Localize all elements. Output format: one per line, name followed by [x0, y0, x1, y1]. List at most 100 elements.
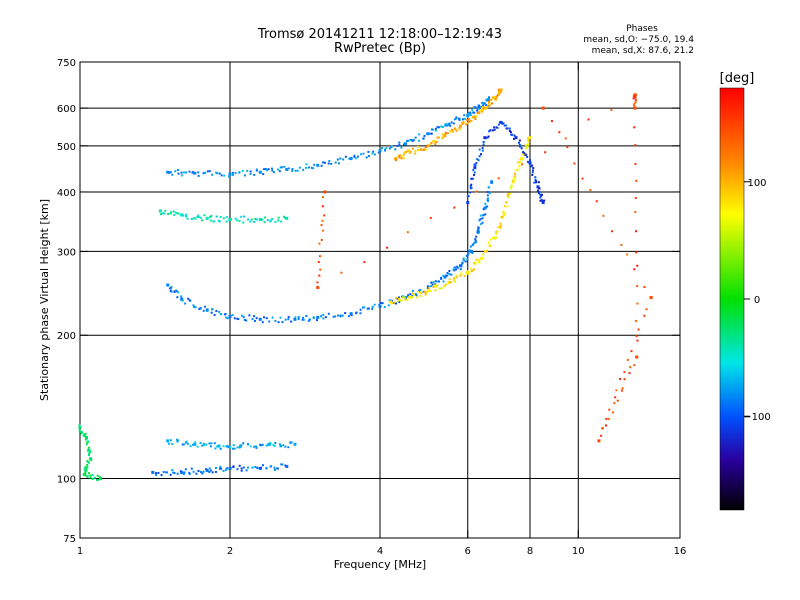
echo-point: [519, 145, 522, 148]
echo-point: [461, 118, 464, 121]
echo-point: [321, 196, 324, 199]
echo-point: [444, 124, 447, 127]
echo-point: [469, 184, 472, 187]
echo-point: [184, 468, 187, 471]
echo-point: [479, 218, 482, 221]
echo-point: [307, 320, 310, 323]
echo-point: [388, 299, 391, 302]
echo-point: [82, 434, 85, 437]
echo-point: [276, 467, 279, 470]
echo-point: [449, 124, 452, 127]
echo-point: [464, 117, 467, 120]
echo-point: [400, 299, 403, 302]
echo-point: [169, 171, 172, 174]
echo-point: [611, 230, 614, 233]
echo-point: [334, 315, 337, 318]
data-point: [228, 218, 232, 222]
echo-point: [206, 170, 209, 173]
echo-point: [445, 274, 448, 277]
echo-point: [279, 166, 282, 169]
echo-point: [491, 237, 494, 240]
echo-point: [495, 95, 498, 98]
data-point: [408, 296, 412, 300]
echo-point: [181, 299, 184, 302]
data-point: [447, 122, 451, 126]
echo-point: [294, 316, 297, 319]
data-point: [458, 124, 462, 128]
echo-point: [231, 171, 234, 174]
echo-point: [371, 308, 374, 311]
echo-point: [353, 155, 356, 158]
echo-point: [203, 214, 206, 217]
echo-point: [414, 292, 417, 295]
echo-point: [463, 274, 466, 277]
echo-point: [509, 131, 512, 134]
echo-point: [78, 429, 81, 432]
echo-point: [88, 472, 91, 475]
echo-point: [440, 287, 443, 290]
grid-layer: [80, 62, 680, 538]
echo-point: [238, 219, 241, 222]
echo-point: [87, 454, 90, 457]
echo-point: [373, 153, 376, 156]
echo-point: [154, 474, 157, 477]
echo-point: [183, 471, 186, 474]
echo-point: [396, 297, 399, 300]
echo-point: [172, 210, 175, 213]
echo-point: [397, 154, 400, 157]
echo-point: [86, 460, 89, 463]
x-tick-label: 16: [674, 546, 687, 557]
echo-point: [199, 307, 202, 310]
echo-point: [466, 194, 469, 197]
echo-point: [196, 215, 199, 218]
echo-point: [280, 166, 283, 169]
echo-point: [432, 285, 435, 288]
echo-point: [635, 335, 638, 338]
data-point: [82, 472, 86, 476]
echo-point: [432, 281, 435, 284]
echo-point: [510, 185, 513, 188]
echo-point: [209, 445, 212, 448]
data-point: [480, 256, 484, 260]
echo-point: [435, 285, 438, 288]
echo-point: [429, 290, 432, 293]
echo-point: [398, 156, 401, 159]
echo-point: [471, 269, 474, 272]
echo-point: [417, 289, 420, 292]
echo-point: [499, 91, 502, 94]
data-point: [151, 470, 155, 474]
echo-point: [320, 164, 323, 167]
echo-point: [518, 161, 521, 164]
echo-point: [363, 306, 366, 309]
y-tick-label: 400: [57, 188, 76, 199]
echo-point: [197, 469, 200, 472]
echo-point: [321, 229, 324, 232]
echo-point: [420, 148, 423, 151]
echo-point: [320, 238, 323, 241]
data-point: [493, 96, 497, 100]
echo-point: [192, 304, 195, 307]
echo-point: [177, 212, 180, 215]
echo-point: [459, 274, 462, 277]
data-point: [476, 230, 480, 234]
echo-point: [89, 451, 92, 454]
echo-point: [467, 112, 470, 115]
echo-point: [475, 258, 478, 261]
echo-point: [455, 117, 458, 120]
data-point: [316, 163, 320, 167]
y-tick-label: 75: [63, 534, 76, 545]
echo-point: [243, 318, 246, 321]
data-point: [205, 216, 209, 220]
echo-point: [263, 221, 266, 224]
echo-point: [634, 163, 637, 166]
echo-point: [442, 280, 445, 283]
echo-point: [223, 174, 226, 177]
data-point: [258, 170, 262, 174]
echo-point: [518, 143, 521, 146]
echo-point: [406, 298, 409, 301]
echo-point: [466, 201, 469, 204]
echo-point: [378, 303, 381, 306]
data-point: [499, 88, 503, 92]
echo-point: [441, 133, 444, 136]
data-point: [649, 296, 653, 300]
